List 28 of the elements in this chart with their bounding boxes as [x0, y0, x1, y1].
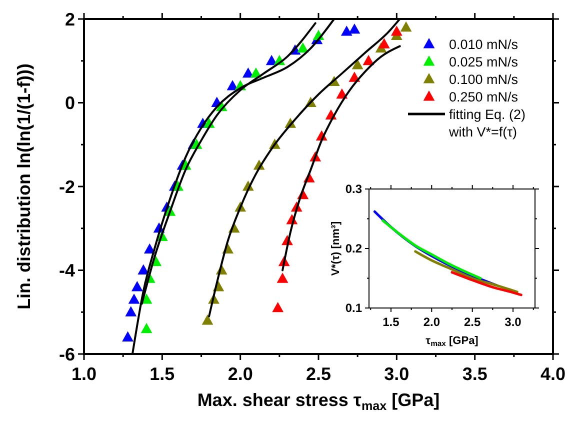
x-tick-label: 1.5 — [150, 364, 175, 384]
x-axis-title: τ$_{max}$ [GPa] — [426, 335, 479, 348]
x-tick-label: 4.0 — [540, 364, 566, 384]
y-tick-label: 0.3 — [345, 182, 362, 196]
x-tick-label: 3.0 — [384, 364, 410, 384]
x-tick-label: 3.5 — [462, 364, 488, 384]
x-tick-label: 2.5 — [464, 315, 482, 329]
x-axis-title: Max. shear stress τ$_{max}$ [GPa] — [197, 390, 440, 413]
legend-label: fitting Eq. (2) with V*=f(τ) — [448, 107, 526, 140]
y-tick-label: -4 — [58, 260, 75, 281]
y-axis-title: Lin. distribution ln(ln(1/(1-f))) — [14, 64, 34, 310]
y-tick-label: 0.2 — [345, 242, 362, 256]
y-tick-label: 0.1 — [345, 301, 362, 316]
legend-label: 0.025 mN/s — [449, 54, 518, 70]
x-tick-label: 2.0 — [423, 315, 440, 329]
y-tick-label: -6 — [58, 344, 75, 364]
legend-label: 0.250 mN/s — [449, 90, 518, 104]
x-tick-label: 2.5 — [306, 364, 332, 384]
x-tick-label: 1.0 — [71, 364, 97, 384]
legend-label: 0.010 mN/s — [449, 37, 518, 52]
y-tick-label: -2 — [58, 176, 75, 197]
legend-label: 0.100 mN/s — [449, 72, 518, 87]
x-tick-label: 2.0 — [228, 364, 253, 384]
x-tick-label: 1.5 — [382, 315, 400, 329]
y-axis-title: V*(τ) [nm³] — [330, 220, 342, 276]
y-tick-label: 2 — [64, 9, 75, 30]
x-tick-label: 3.0 — [504, 315, 522, 329]
y-tick-label: 0 — [64, 93, 75, 114]
